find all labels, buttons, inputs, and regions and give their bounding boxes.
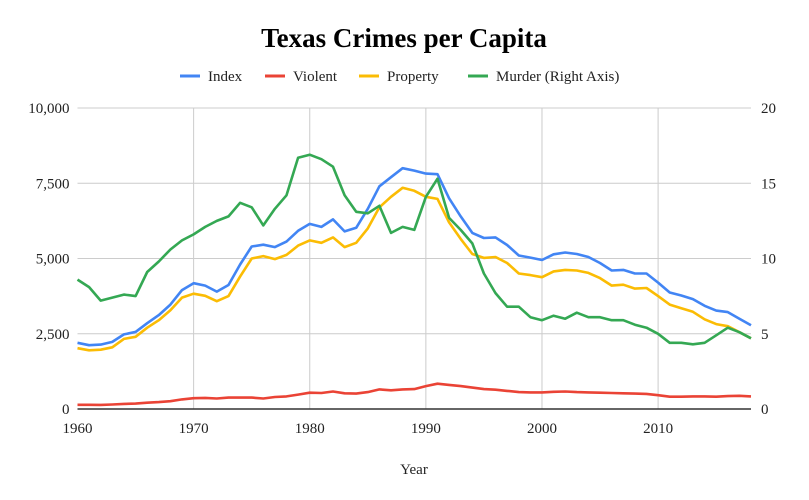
series-line-violent (77, 382, 752, 407)
y-tick-label: 5,000 (36, 252, 70, 268)
chart-title: Texas Crimes per Capita (261, 23, 547, 53)
legend-label: Property (387, 69, 439, 85)
y-right-tick-label: 10 (761, 252, 776, 268)
x-axis-label: Year (400, 462, 428, 478)
y-tick-label: 0 (62, 402, 70, 418)
y-right-tick-label: 20 (761, 101, 776, 117)
y-tick-label: 7,500 (36, 176, 70, 192)
y-right-tick-label: 15 (761, 176, 776, 192)
axes: 0 0 2,500 5 5,000 10 7,500 15 10,000 20 1960 1970 19… (28, 101, 776, 437)
legend-label: Violent (293, 69, 338, 85)
series-line-property (77, 186, 752, 352)
x-tick-label: 1980 (295, 421, 325, 437)
y-tick-label: 10,000 (28, 101, 69, 117)
series-line-index (77, 166, 752, 347)
legend: Index Violent Property Murder (Right Axis) (180, 69, 619, 85)
y-tick-label: 2,500 (36, 327, 70, 343)
x-tick-label: 1990 (411, 421, 441, 437)
x-tick-label: 2000 (527, 421, 557, 437)
y-right-tick-label: 0 (761, 402, 769, 418)
series-line-murder-right-axis (76, 153, 752, 346)
legend-label: Index (208, 69, 243, 85)
gridlines (77, 107, 751, 409)
y-right-tick-label: 5 (761, 327, 769, 343)
x-tick-label: 1970 (179, 421, 209, 437)
x-tick-label: 2010 (643, 421, 673, 437)
x-tick-label: 1960 (63, 421, 93, 437)
series-lines (76, 153, 752, 407)
legend-label: Murder (Right Axis) (496, 69, 619, 85)
